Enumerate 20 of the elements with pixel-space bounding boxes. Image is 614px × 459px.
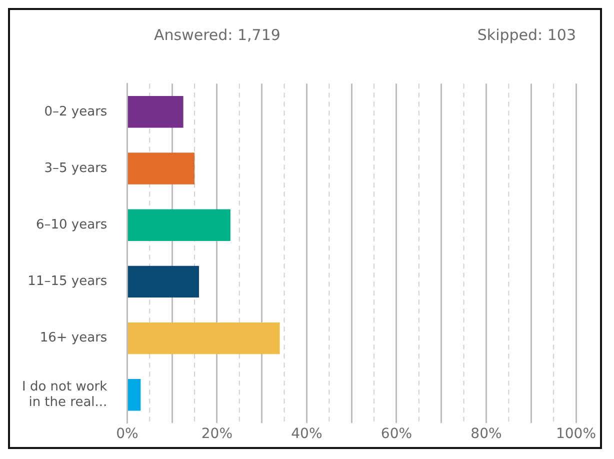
x-tick-label: 80% xyxy=(470,426,502,442)
bar xyxy=(128,209,230,241)
text: Skipped: 103 xyxy=(477,26,576,46)
x-tick-label: 100% xyxy=(556,426,596,442)
y-tick-label: I do not work in the real... xyxy=(22,379,108,410)
x-tick-label: 60% xyxy=(380,426,412,442)
bar xyxy=(128,379,141,411)
x-tick-label: 40% xyxy=(291,426,322,442)
bar xyxy=(128,266,199,298)
y-tick-label: 0–2 years xyxy=(44,104,108,120)
bar xyxy=(128,96,184,128)
x-tick-label: 0% xyxy=(116,426,138,442)
y-tick-label: 16+ years xyxy=(40,330,108,346)
bar xyxy=(128,322,280,354)
text: Answered: 1,719 xyxy=(154,26,280,46)
bar xyxy=(128,152,195,184)
y-tick-label: 6–10 years xyxy=(36,217,108,232)
y-tick-label: 11–15 years xyxy=(28,274,108,290)
y-tick-label: 3–5 years xyxy=(44,160,108,176)
x-tick-label: 20% xyxy=(201,426,233,442)
